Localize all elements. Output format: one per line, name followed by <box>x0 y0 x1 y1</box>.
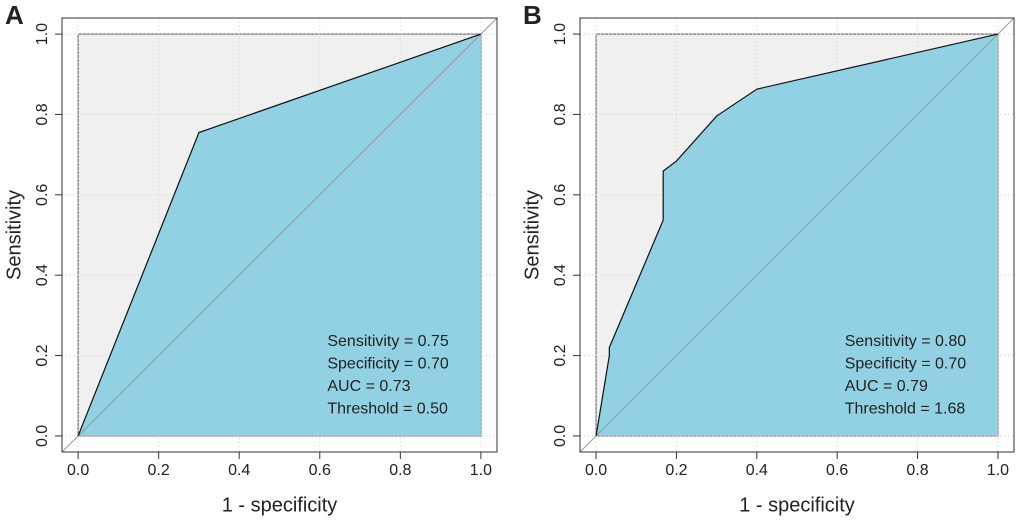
y-axis-label: Sensitivity <box>3 190 25 280</box>
x-tick-label: 0.0 <box>67 462 89 479</box>
reference-line <box>579 17 1015 453</box>
x-tick-label: 0.6 <box>826 462 848 479</box>
x-tick-label: 0.2 <box>148 462 170 479</box>
y-tick-label: 0.8 <box>552 103 569 125</box>
plot-frame <box>61 17 498 453</box>
annotation: Sensitivity = 0.75 <box>327 333 449 350</box>
roc-curve <box>595 33 999 437</box>
y-tick-label: 0.4 <box>34 264 51 286</box>
annotation: Threshold = 1.68 <box>845 401 966 418</box>
x-tick-label: 0.8 <box>389 462 411 479</box>
roc-curve <box>77 33 482 437</box>
y-axis-label: Sensitivity <box>521 190 543 280</box>
y-tick-label: 0.8 <box>34 103 51 125</box>
annotation: Specificity = 0.70 <box>327 356 449 373</box>
reference-line <box>61 17 498 453</box>
annotation: AUC = 0.79 <box>845 378 928 395</box>
x-tick-label: 0.8 <box>906 462 928 479</box>
annotation: AUC = 0.73 <box>327 378 410 395</box>
annotation: Specificity = 0.70 <box>845 356 967 373</box>
annotation: Threshold = 0.50 <box>327 401 448 418</box>
y-tick-label: 0.0 <box>34 425 51 447</box>
annotation: Sensitivity = 0.80 <box>845 333 967 350</box>
y-tick-label: 0.0 <box>552 425 569 447</box>
y-tick-label: 1.0 <box>552 23 569 45</box>
panel-label: A <box>5 0 24 30</box>
x-tick-label: 0.4 <box>746 462 768 479</box>
y-tick-label: 0.6 <box>34 184 51 206</box>
panel-label: B <box>523 0 542 30</box>
plot-frame <box>579 17 1015 453</box>
x-tick-label: 0.2 <box>665 462 687 479</box>
x-tick-label: 0.0 <box>585 462 607 479</box>
y-tick-label: 1.0 <box>34 23 51 45</box>
y-tick-label: 0.2 <box>34 344 51 366</box>
y-tick-label: 0.6 <box>552 184 569 206</box>
x-tick-label: 1.0 <box>987 462 1009 479</box>
y-tick-label: 0.4 <box>552 264 569 286</box>
x-axis-label: 1 - specificity <box>222 494 338 516</box>
x-tick-label: 0.6 <box>309 462 331 479</box>
x-tick-label: 1.0 <box>470 462 492 479</box>
y-tick-label: 0.2 <box>552 344 569 366</box>
x-tick-label: 0.4 <box>228 462 250 479</box>
x-axis-label: 1 - specificity <box>739 494 855 516</box>
